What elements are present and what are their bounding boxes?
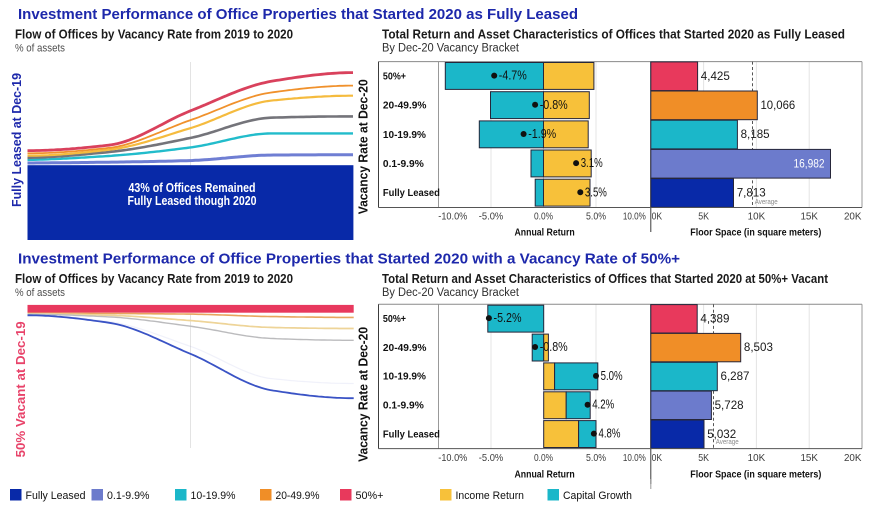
svg-text:Flow of Offices by Vacancy Rat: Flow of Offices by Vacancy Rate from 201… — [15, 272, 293, 286]
svg-text:0.1-9.9%: 0.1-9.9% — [383, 158, 425, 170]
svg-text:8,503: 8,503 — [744, 340, 773, 354]
svg-text:Vacancy Rate at Dec-20: Vacancy Rate at Dec-20 — [357, 79, 371, 214]
svg-text:10,066: 10,066 — [761, 98, 796, 112]
svg-text:Average: Average — [755, 197, 778, 206]
svg-text:8,185: 8,185 — [741, 127, 770, 141]
svg-text:3.1%: 3.1% — [581, 156, 603, 170]
svg-text:Flow of Offices by Vacancy Rat: Flow of Offices by Vacancy Rate from 201… — [15, 27, 293, 41]
svg-text:-0.8%: -0.8% — [540, 340, 568, 354]
svg-text:20-49.9%: 20-49.9% — [276, 490, 320, 502]
svg-text:3.5%: 3.5% — [585, 185, 607, 199]
svg-text:Fully Leased: Fully Leased — [26, 490, 86, 502]
svg-text:Total Return and Asset Charact: Total Return and Asset Characteristics o… — [382, 27, 845, 41]
svg-text:-1.9%: -1.9% — [528, 127, 556, 141]
svg-text:-10.0%: -10.0% — [438, 211, 467, 223]
svg-text:Fully Leased: Fully Leased — [383, 187, 440, 199]
svg-text:0K: 0K — [652, 452, 663, 464]
svg-text:-4.7%: -4.7% — [499, 69, 527, 83]
svg-text:Annual Return: Annual Return — [514, 469, 574, 481]
svg-text:Annual Return: Annual Return — [514, 227, 574, 239]
svg-text:20K: 20K — [844, 211, 862, 223]
svg-text:10-19.9%: 10-19.9% — [383, 371, 427, 383]
svg-text:10K: 10K — [748, 211, 766, 223]
svg-text:Floor Space (in square meters): Floor Space (in square meters) — [690, 227, 821, 239]
svg-text:50%+: 50%+ — [383, 313, 406, 325]
svg-text:0K: 0K — [652, 211, 663, 223]
svg-text:10.0%: 10.0% — [623, 211, 646, 223]
svg-text:50%+: 50%+ — [356, 490, 384, 502]
svg-text:-5.0%: -5.0% — [479, 211, 504, 223]
svg-text:20K: 20K — [844, 452, 862, 464]
svg-text:5K: 5K — [698, 452, 709, 464]
svg-text:-5.2%: -5.2% — [494, 311, 522, 325]
svg-text:50% Vacant at Dec-19: 50% Vacant at Dec-19 — [14, 321, 28, 457]
svg-text:16,982: 16,982 — [794, 156, 825, 170]
svg-text:5,032: 5,032 — [707, 427, 736, 441]
svg-text:10-19.9%: 10-19.9% — [191, 490, 236, 502]
svg-text:0.0%: 0.0% — [534, 452, 553, 464]
svg-text:15K: 15K — [800, 452, 818, 464]
svg-text:Fully Leased: Fully Leased — [383, 428, 440, 440]
svg-text:Average: Average — [716, 437, 739, 446]
svg-text:50%+: 50%+ — [383, 70, 406, 82]
svg-text:Floor Space (in square meters): Floor Space (in square meters) — [690, 469, 821, 481]
svg-text:Vacancy Rate at Dec-20: Vacancy Rate at Dec-20 — [357, 327, 371, 462]
svg-text:By Dec-20 Vacancy Bracket: By Dec-20 Vacancy Bracket — [382, 42, 520, 54]
svg-text:10-19.9%: 10-19.9% — [383, 129, 427, 141]
svg-text:Total Return and Asset Charact: Total Return and Asset Characteristics o… — [382, 272, 829, 286]
svg-text:% of assets: % of assets — [15, 42, 65, 54]
svg-text:4,425: 4,425 — [701, 69, 730, 83]
svg-text:Investment Performance of Offi: Investment Performance of Office Propert… — [18, 6, 578, 23]
svg-text:Capital Growth: Capital Growth — [563, 490, 632, 502]
svg-text:10K: 10K — [748, 452, 766, 464]
svg-text:4,389: 4,389 — [700, 311, 729, 325]
svg-text:5K: 5K — [698, 211, 709, 223]
svg-text:20-49.9%: 20-49.9% — [383, 100, 427, 112]
svg-text:0.1-9.9%: 0.1-9.9% — [383, 400, 425, 412]
svg-text:Income Return: Income Return — [456, 490, 525, 502]
svg-text:0.0%: 0.0% — [534, 211, 553, 223]
svg-text:5.0%: 5.0% — [601, 369, 623, 383]
svg-text:20-49.9%: 20-49.9% — [383, 342, 427, 354]
svg-text:5.0%: 5.0% — [586, 452, 606, 464]
svg-text:% of assets: % of assets — [15, 287, 65, 299]
svg-text:4.8%: 4.8% — [599, 427, 621, 441]
svg-text:5.0%: 5.0% — [586, 211, 606, 223]
svg-text:-0.8%: -0.8% — [540, 98, 568, 112]
svg-text:6,287: 6,287 — [721, 369, 750, 383]
svg-text:By Dec-20 Vacancy Bracket: By Dec-20 Vacancy Bracket — [382, 287, 520, 299]
svg-text:-10.0%: -10.0% — [438, 452, 467, 464]
svg-text:0.1-9.9%: 0.1-9.9% — [107, 490, 150, 502]
svg-text:4.2%: 4.2% — [592, 398, 614, 412]
svg-text:15K: 15K — [800, 211, 818, 223]
svg-text:-5.0%: -5.0% — [479, 452, 504, 464]
svg-text:Investment Performance of Offi: Investment Performance of Office Propert… — [18, 251, 680, 268]
svg-text:5,728: 5,728 — [715, 398, 744, 412]
svg-text:10.0%: 10.0% — [623, 452, 646, 464]
svg-text:7,813: 7,813 — [737, 186, 766, 200]
svg-text:Fully Leased though 2020: Fully Leased though 2020 — [128, 194, 257, 208]
svg-text:43% of Offices Remained: 43% of Offices Remained — [129, 181, 256, 195]
svg-text:Fully Leased at Dec-19: Fully Leased at Dec-19 — [10, 73, 24, 207]
